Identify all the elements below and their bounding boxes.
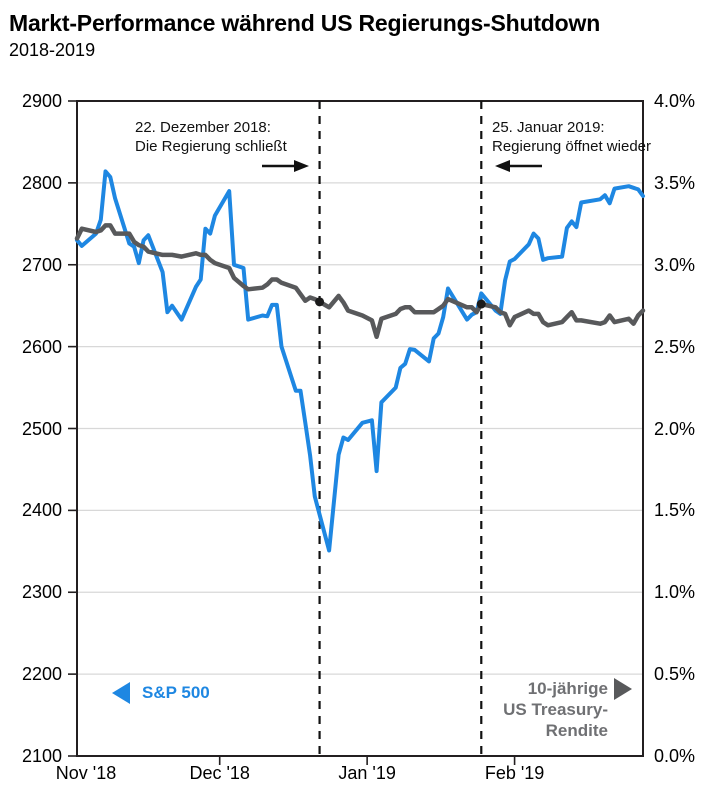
shutdown-start-annotation: 22. Dezember 2018: Die Regierung schließ… [135,118,287,156]
annotation-text-line: 22. Dezember 2018: [135,119,271,136]
annotation-text-line: Regierung öffnet wieder [492,138,651,155]
treasury-line [74,223,646,340]
sp500-legend-label: S&P 500 [142,683,210,702]
treasury-legend-label: 10-jährige US Treasury- Rendite [503,678,608,741]
page-title: Markt-Performance während US Regierungs-… [9,10,601,36]
treasury-legend: 10-jährige US Treasury- Rendite [503,678,632,741]
arrow-right-icon [262,160,309,172]
event-marker-dot [315,297,325,307]
sp500-line [75,169,645,553]
left-triangle-icon [112,682,130,704]
event-marker-dot [476,299,486,309]
sp500-legend: S&P 500 [112,682,210,704]
arrow-left-icon [495,160,542,172]
annotation-text-line: Die Regierung schließt [135,138,287,155]
chart-header: Markt-Performance während US Regierungs-… [9,10,600,61]
shutdown-end-annotation: 25. Januar 2019: Regierung öffnet wieder [492,118,651,156]
annotation-text-line: 25. Januar 2019: [492,119,605,136]
page-subtitle: 2018-2019 [9,40,96,60]
right-triangle-icon [614,678,632,700]
treasury-legend-line: 10-jährige [527,679,608,698]
treasury-legend-line: Rendite [545,721,608,740]
treasury-legend-line: US Treasury- [503,700,608,719]
